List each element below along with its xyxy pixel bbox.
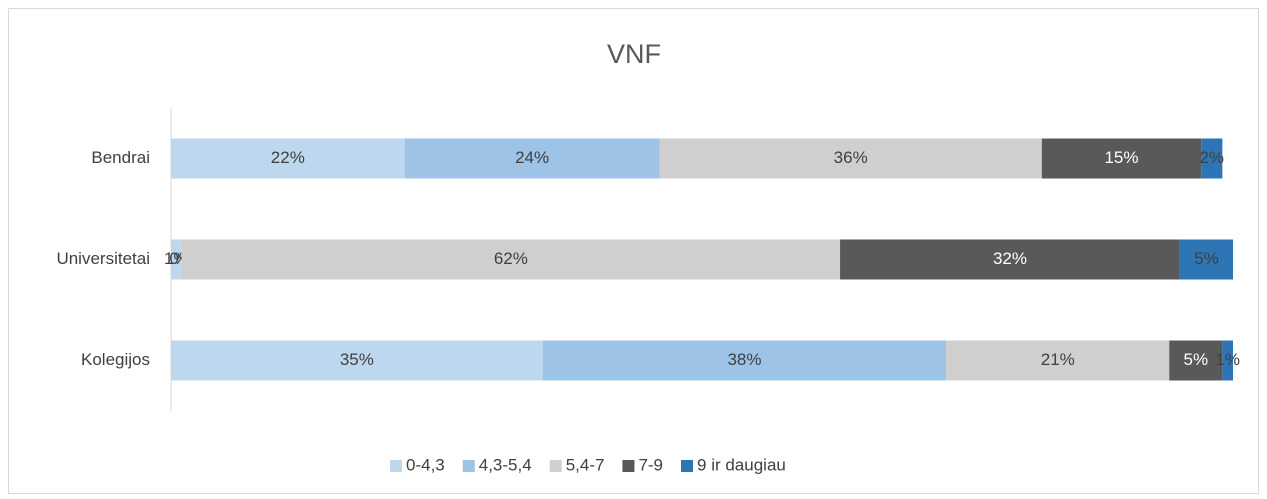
legend-label: 9 ir daugiau xyxy=(697,455,786,474)
legend-label: 7-9 xyxy=(638,455,663,474)
legend-label: 5,4-7 xyxy=(566,455,605,474)
legend-swatch xyxy=(549,460,562,472)
data-label: 15% xyxy=(1104,148,1138,167)
bar-segment xyxy=(659,138,1042,179)
bar-segment xyxy=(1222,340,1233,381)
data-label: 36% xyxy=(834,148,868,167)
y-tick-label: Bendrai xyxy=(91,148,150,167)
bar-segment xyxy=(840,239,1180,280)
data-label: 38% xyxy=(727,350,761,369)
data-label: 1% xyxy=(1215,350,1240,369)
legend-swatch xyxy=(462,460,475,472)
data-label: 21% xyxy=(1041,350,1075,369)
data-label: 24% xyxy=(515,148,549,167)
bar-segment xyxy=(1041,138,1202,179)
data-label: 2% xyxy=(1199,148,1224,167)
bar-segment xyxy=(404,138,660,179)
data-label: 22% xyxy=(271,148,305,167)
data-label: 5% xyxy=(1194,249,1219,268)
data-label: 32% xyxy=(993,249,1027,268)
data-label: 62% xyxy=(494,249,528,268)
legend-swatch xyxy=(390,460,402,472)
bar-segment xyxy=(171,138,405,179)
y-tick-label: Kolegijos xyxy=(81,350,150,369)
chart-title: VNF xyxy=(607,39,661,69)
bar-segment xyxy=(181,239,841,280)
legend-label: 0-4,3 xyxy=(406,455,445,474)
y-tick-label: Universitetai xyxy=(56,249,150,268)
legend-swatch xyxy=(622,460,635,472)
legend-label: 4,3-5,4 xyxy=(479,455,532,474)
bar-segment xyxy=(542,340,947,381)
bar-segment xyxy=(171,239,182,280)
data-label: 35% xyxy=(340,350,374,369)
bar-segment xyxy=(1179,239,1233,280)
bar-segment xyxy=(946,340,1170,381)
bar-segment xyxy=(1169,340,1223,381)
legend-swatch xyxy=(681,460,694,472)
bar-segment xyxy=(171,340,543,381)
data-label: 5% xyxy=(1184,350,1209,369)
bar-segment xyxy=(1201,138,1223,179)
